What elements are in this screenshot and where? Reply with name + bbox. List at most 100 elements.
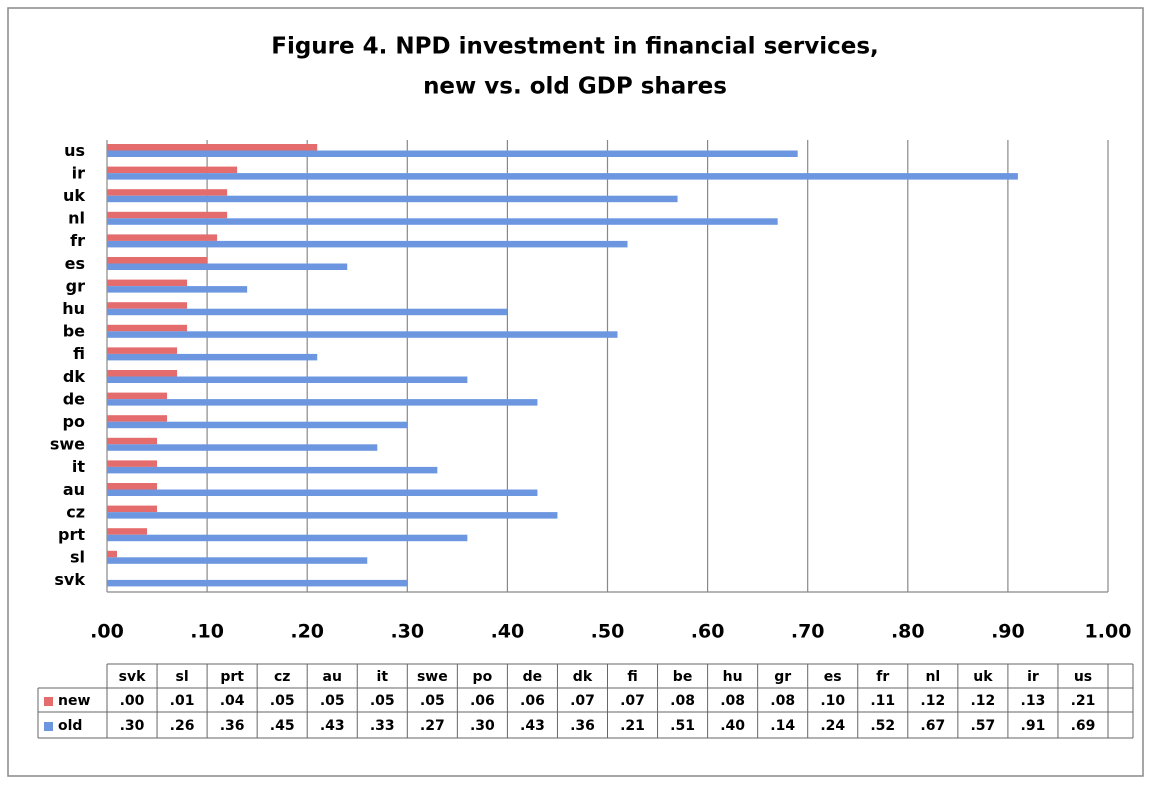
bar bbox=[107, 150, 798, 157]
table-cell: .36 bbox=[220, 718, 245, 734]
x-tick-label: .30 bbox=[390, 621, 424, 643]
y-tick-label: us bbox=[64, 141, 85, 160]
bar bbox=[107, 234, 218, 241]
table-cell: .43 bbox=[320, 718, 345, 734]
x-tick-label: .60 bbox=[691, 621, 725, 643]
bar bbox=[107, 399, 538, 406]
y-tick-label: hu bbox=[62, 299, 85, 318]
bar bbox=[107, 392, 168, 400]
bar bbox=[107, 257, 208, 264]
table-cell: .21 bbox=[620, 718, 645, 734]
table-cell: .30 bbox=[470, 718, 495, 734]
table-header: ir bbox=[1027, 669, 1039, 685]
bar bbox=[107, 460, 158, 467]
bar bbox=[107, 557, 368, 564]
x-tick-label: .90 bbox=[991, 621, 1025, 643]
bar bbox=[107, 376, 468, 383]
bar bbox=[107, 489, 538, 496]
table-cell: .91 bbox=[1021, 718, 1046, 734]
x-tick-label: .20 bbox=[290, 621, 324, 643]
bar bbox=[107, 421, 408, 429]
chart-title: Figure 4. NPD investment in financial se… bbox=[271, 34, 879, 60]
x-tick-label: .40 bbox=[491, 621, 525, 643]
bar bbox=[107, 302, 188, 309]
table-cell: .24 bbox=[820, 718, 845, 734]
bar bbox=[107, 528, 148, 535]
bar bbox=[107, 263, 348, 270]
table-header: fi bbox=[627, 669, 637, 685]
y-tick-label: svk bbox=[54, 570, 85, 589]
bar bbox=[107, 189, 228, 196]
y-tick-label: prt bbox=[58, 525, 85, 544]
table-cell: .21 bbox=[1071, 693, 1096, 709]
table-header: dk bbox=[573, 669, 593, 685]
x-tick-label: .50 bbox=[591, 621, 625, 643]
table-cell: .51 bbox=[670, 718, 695, 734]
table-header: au bbox=[323, 669, 342, 685]
bar bbox=[107, 173, 1018, 180]
y-tick-label: fi bbox=[73, 344, 85, 363]
table-cell: .36 bbox=[570, 718, 595, 734]
bar bbox=[107, 483, 158, 490]
table-cell: .05 bbox=[420, 693, 445, 709]
y-tick-label: swe bbox=[50, 435, 85, 454]
bar bbox=[107, 579, 408, 587]
legend-label: new bbox=[58, 693, 90, 709]
legend-swatch bbox=[44, 722, 53, 731]
table-cell: .30 bbox=[120, 718, 145, 734]
table-cell: .05 bbox=[270, 693, 295, 709]
y-tick-label: po bbox=[63, 412, 85, 431]
bar bbox=[107, 437, 158, 445]
bar bbox=[107, 347, 178, 354]
bar bbox=[107, 195, 678, 203]
table-cell: .04 bbox=[220, 693, 245, 709]
x-tick-label: .70 bbox=[791, 621, 825, 643]
table-header: gr bbox=[774, 669, 791, 685]
table-cell: .13 bbox=[1021, 693, 1046, 709]
table-cell: .08 bbox=[720, 693, 745, 709]
table-cell: .67 bbox=[920, 718, 945, 734]
x-tick-label: .80 bbox=[891, 621, 925, 643]
table-header: be bbox=[673, 669, 693, 685]
y-tick-label: ir bbox=[72, 163, 85, 182]
x-tick-label: .10 bbox=[190, 621, 224, 643]
y-tick-label: be bbox=[63, 322, 85, 341]
table-cell: .69 bbox=[1071, 718, 1096, 734]
table-cell: .01 bbox=[170, 693, 195, 709]
table-cell: .00 bbox=[120, 693, 145, 709]
table-cell: .07 bbox=[620, 693, 645, 709]
bar bbox=[107, 286, 248, 293]
table-cell: .12 bbox=[970, 693, 995, 709]
table-cell: .05 bbox=[320, 693, 345, 709]
bar bbox=[107, 308, 508, 316]
y-tick-label: cz bbox=[66, 502, 85, 521]
bar bbox=[107, 512, 558, 519]
bar bbox=[107, 534, 468, 542]
table-cell: .52 bbox=[870, 718, 895, 734]
bar bbox=[107, 166, 238, 174]
table-header: prt bbox=[220, 669, 244, 685]
legend-label: old bbox=[58, 718, 82, 734]
table-header: sl bbox=[176, 669, 189, 685]
table-cell: .06 bbox=[520, 693, 545, 709]
table-cell: .12 bbox=[920, 693, 945, 709]
table-cell: .33 bbox=[370, 718, 395, 734]
y-tick-label: uk bbox=[63, 186, 85, 205]
bar bbox=[107, 331, 618, 338]
y-tick-label: it bbox=[72, 457, 85, 476]
table-cell: .05 bbox=[370, 693, 395, 709]
bar bbox=[107, 218, 778, 225]
table-cell: .45 bbox=[270, 718, 295, 734]
table-cell: .07 bbox=[570, 693, 595, 709]
table-cell: .57 bbox=[970, 718, 995, 734]
bar bbox=[107, 505, 158, 513]
table-header: nl bbox=[925, 669, 940, 685]
table-cell: .26 bbox=[170, 718, 195, 734]
y-tick-label: gr bbox=[66, 276, 85, 295]
bar bbox=[107, 144, 318, 151]
bar bbox=[107, 211, 228, 219]
table-header: de bbox=[523, 669, 543, 685]
table-header: uk bbox=[973, 669, 993, 685]
y-tick-label: sl bbox=[70, 548, 85, 567]
table-header: cz bbox=[274, 669, 290, 685]
